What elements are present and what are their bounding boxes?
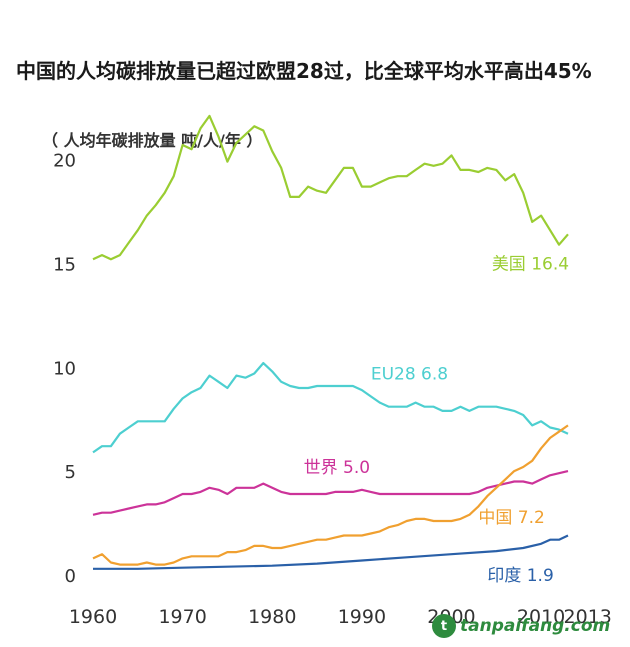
series-line-EU28 (92, 362, 569, 454)
y-tick-label: 0 (65, 566, 76, 587)
series-label-世界: 世界 5.0 (304, 458, 370, 478)
series-label-美国: 美国 16.4 (492, 254, 569, 274)
series-label-EU28: EU28 6.8 (371, 365, 448, 385)
series-labels: 美国 16.4 EU28 6.8 世界 5.0 中国 7.2 印度 1.9 (304, 254, 569, 586)
watermark: t tanpaifang.com (432, 611, 610, 641)
series-line-美国 (92, 114, 569, 261)
x-tick-label: 1990 (338, 606, 386, 628)
series-lines (92, 114, 569, 570)
x-tick-label: 1980 (248, 606, 296, 628)
y-tick-label: 15 (53, 254, 76, 275)
unit-label: （ 人均年碳排放量 吨/人/年 ） (42, 131, 263, 150)
x-tick-label: 1960 (69, 606, 117, 628)
chart-title: 中国的人均碳排放量已超过欧盟28过，比全球平均水平高出45% (16, 59, 592, 83)
tanpaifang-logo-icon: t (432, 614, 456, 638)
y-tick-label: 10 (53, 358, 76, 379)
x-tick-label: 2013 (564, 606, 612, 628)
series-line-印度 (93, 534, 569, 570)
y-axis-ticks: 0 5 10 15 20 (53, 151, 76, 587)
watermark-text: tanpaifang.com (460, 616, 611, 636)
series-line-世界 (92, 470, 569, 516)
y-tick-label: 5 (65, 462, 76, 483)
series-label-印度: 印度 1.9 (487, 566, 553, 586)
series-line-中国 (92, 424, 569, 566)
x-tick-label: 1970 (158, 606, 206, 628)
x-tick-label: 2010 (517, 606, 565, 628)
y-tick-label: 20 (53, 151, 76, 172)
series-label-中国: 中国 7.2 (478, 508, 544, 528)
